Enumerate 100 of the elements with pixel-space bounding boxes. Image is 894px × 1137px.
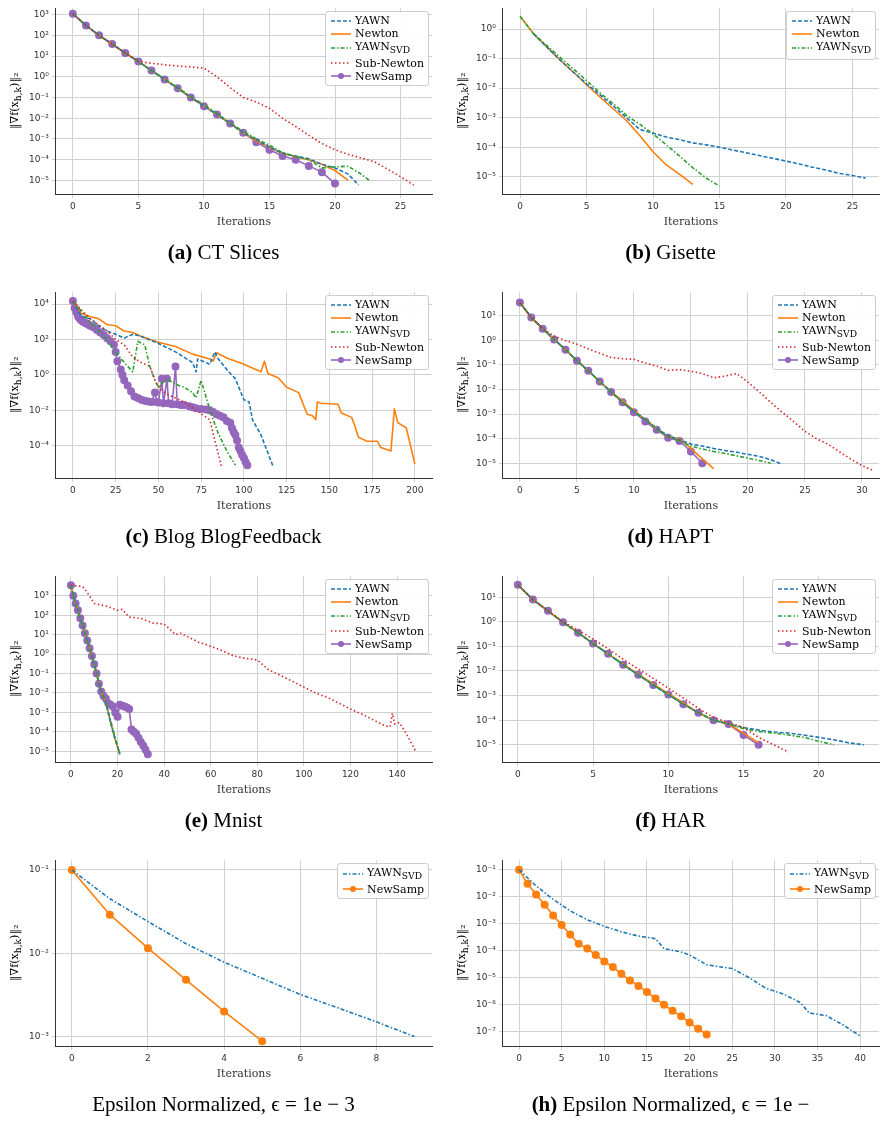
x-tick-label: 20 — [329, 200, 341, 211]
x-tick-label: 50 — [152, 484, 165, 495]
y-tick-label: 10⁻³ — [476, 689, 497, 700]
x-tick-label: 15 — [263, 200, 276, 211]
legend-label: Sub-Newton — [355, 624, 425, 638]
legend-label: Sub-Newton — [802, 340, 872, 354]
legend-label: Newton — [802, 595, 846, 609]
legend-label: NewSamp — [355, 353, 413, 367]
x-tick-label: 125 — [278, 484, 296, 495]
x-tick-label: 0 — [70, 484, 77, 495]
y-tick-label: 10⁻⁵ — [476, 171, 497, 182]
x-tick-label: 4 — [221, 1052, 228, 1063]
legend-label: YAWN$_{SVD}$ — [802, 324, 858, 341]
y-tick-label: 10² — [33, 29, 50, 40]
y-tick-label: 10⁻² — [29, 687, 50, 698]
x-tick-label: 5 — [583, 200, 590, 211]
y-tick-label: 10⁻⁵ — [29, 174, 50, 185]
x-tick-label: 200 — [406, 484, 424, 495]
text: (h) Epsilon Normalized, ϵ = 1e − — [530, 1092, 811, 1117]
x-axis-title: Iterations — [216, 783, 272, 797]
x-tick-label: 8 — [373, 1052, 380, 1063]
x-tick-label: 5 — [574, 484, 580, 495]
x-tick-label: 10 — [662, 768, 675, 779]
legend-label: YAWN — [355, 14, 390, 28]
x-tick-label: 20 — [683, 1052, 696, 1063]
legend-label: NewSamp — [367, 882, 425, 896]
x-axis-title: Iterations — [216, 499, 272, 513]
legend-label: NewSamp — [814, 882, 872, 896]
x-tick-label: 150 — [320, 484, 339, 495]
y-tick-label: 10² — [33, 333, 50, 344]
y-tick-label: 10⁻⁴ — [29, 726, 50, 737]
text: Epsilon Normalized, ϵ = 1e − 3 — [91, 1092, 356, 1117]
legend-label: NewSamp — [355, 637, 413, 651]
y-tick-label: 10⁻⁷ — [476, 1026, 497, 1037]
x-tick-label: 5 — [135, 200, 142, 211]
x-tick-label: 35 — [811, 1052, 824, 1063]
y-tick-label: 10¹ — [33, 50, 50, 61]
legend-label: Newton — [355, 595, 399, 609]
legend-label: Newton — [802, 311, 846, 325]
legend-label: YAWN — [816, 14, 851, 28]
text: (e) Mnist — [183, 808, 264, 833]
y-tick-label: 10⁻² — [476, 383, 497, 394]
x-tick-label: 75 — [195, 484, 207, 495]
y-tick-label: 10³ — [33, 590, 50, 601]
legend-label: NewSamp — [355, 69, 413, 83]
x-tick-label: 0 — [517, 484, 524, 495]
y-tick-label: 10⁻³ — [29, 133, 50, 144]
x-tick-label: 40 — [854, 1052, 867, 1063]
x-tick-label: 6 — [297, 1052, 304, 1063]
y-tick-label: 10⁻² — [29, 947, 50, 958]
x-tick-label: 5 — [590, 768, 596, 779]
y-tick-label: 10³ — [33, 8, 50, 19]
y-tick-label: 10⁻² — [476, 82, 497, 93]
text: (c) Blog BlogFeedback — [124, 524, 323, 549]
text: (a) CT Slices — [166, 240, 281, 265]
legend-label: Sub-Newton — [355, 56, 425, 70]
x-tick-label: 2 — [145, 1052, 151, 1063]
y-tick-label: 10⁻³ — [29, 706, 50, 717]
y-tick-label: 10⁻⁴ — [476, 945, 497, 956]
y-tick-label: 10⁻¹ — [29, 667, 50, 678]
y-tick-label: 10⁴ — [33, 298, 50, 309]
y-tick-label: 10⁰ — [480, 616, 497, 627]
x-tick-label: 0 — [68, 1052, 75, 1063]
x-tick-label: 10 — [198, 200, 210, 211]
x-tick-label: 10 — [598, 1052, 611, 1063]
y-tick-label: 10⁻³ — [476, 918, 497, 929]
y-tick-label: 10⁻³ — [29, 1030, 50, 1041]
x-tick-label: 30 — [856, 484, 868, 495]
x-axis-title: Iterations — [663, 215, 719, 229]
x-tick-label: 20 — [780, 200, 792, 211]
x-axis-title: Iterations — [663, 499, 719, 513]
x-tick-label: 5 — [558, 1052, 565, 1063]
y-tick-label: 10⁻¹ — [476, 52, 497, 63]
legend-label: YAWN — [355, 298, 390, 312]
x-tick-label: 0 — [69, 200, 76, 211]
y-tick-label: 10⁰ — [33, 369, 50, 380]
x-tick-label: 30 — [769, 1052, 781, 1063]
x-tick-label: 15 — [713, 200, 726, 211]
x-tick-label: 10 — [647, 200, 660, 211]
legend-label: YAWN$_{SVD}$ — [355, 324, 411, 341]
y-tick-label: 10⁻¹ — [29, 91, 50, 102]
x-axis-title: Iterations — [663, 783, 719, 797]
y-tick-label: 10¹ — [33, 629, 50, 640]
y-tick-label: 10⁻⁴ — [29, 154, 50, 164]
y-tick-label: 10⁻² — [476, 665, 497, 676]
x-tick-label: 0 — [516, 1052, 523, 1063]
y-tick-label: 10⁻² — [29, 112, 50, 123]
y-tick-label: 10⁻³ — [476, 408, 497, 419]
x-tick-label: 80 — [251, 768, 264, 779]
x-tick-label: 25 — [726, 1052, 738, 1063]
x-tick-label: 15 — [685, 484, 697, 495]
legend-label: YAWN — [802, 582, 837, 596]
y-tick-label: 10⁻⁵ — [476, 972, 497, 983]
x-tick-label: 25 — [799, 484, 811, 495]
legend-label: YAWN$_{SVD}$ — [367, 866, 423, 883]
y-tick-label: 10⁻³ — [476, 111, 497, 122]
legend-label: YAWN — [802, 298, 837, 312]
y-tick-label: 10⁰ — [480, 334, 497, 345]
text: (f) HAR — [634, 808, 707, 833]
y-tick-label: 10⁻⁴ — [29, 440, 50, 451]
